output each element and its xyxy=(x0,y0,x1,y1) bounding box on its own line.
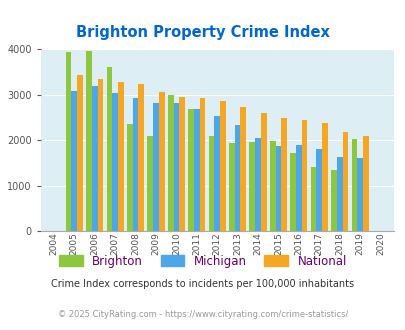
Bar xyxy=(158,92,164,231)
Bar xyxy=(132,98,138,231)
Bar xyxy=(240,107,245,231)
Text: Brighton Property Crime Index: Brighton Property Crime Index xyxy=(76,25,329,40)
Bar xyxy=(255,138,260,231)
Bar xyxy=(97,79,103,231)
Bar xyxy=(188,109,194,231)
Bar xyxy=(167,95,173,231)
Bar xyxy=(138,84,144,231)
Bar xyxy=(342,132,347,231)
Bar xyxy=(351,139,356,231)
Bar xyxy=(336,156,342,231)
Bar xyxy=(234,125,240,231)
Bar xyxy=(118,82,124,231)
Bar xyxy=(179,97,185,231)
Bar xyxy=(173,103,179,231)
Bar xyxy=(194,109,199,231)
Bar xyxy=(321,122,327,231)
Bar xyxy=(281,118,286,231)
Bar xyxy=(260,114,266,231)
Bar xyxy=(153,103,158,231)
Bar xyxy=(295,145,301,231)
Bar xyxy=(214,116,220,231)
Text: Crime Index corresponds to incidents per 100,000 inhabitants: Crime Index corresponds to incidents per… xyxy=(51,279,354,289)
Bar xyxy=(66,52,71,231)
Bar xyxy=(310,167,315,231)
Bar xyxy=(301,120,307,231)
Bar xyxy=(275,146,281,231)
Bar xyxy=(71,91,77,231)
Bar xyxy=(269,141,275,231)
Bar xyxy=(86,51,92,231)
Bar xyxy=(112,93,118,231)
Bar xyxy=(249,142,255,231)
Bar xyxy=(362,136,368,231)
Bar xyxy=(77,75,83,231)
Bar xyxy=(330,170,336,231)
Bar xyxy=(290,153,295,231)
Bar xyxy=(220,101,225,231)
Bar xyxy=(315,149,321,231)
Bar xyxy=(228,143,234,231)
Bar xyxy=(106,67,112,231)
Bar xyxy=(356,158,362,231)
Bar xyxy=(147,136,153,231)
Bar xyxy=(92,86,97,231)
Text: © 2025 CityRating.com - https://www.cityrating.com/crime-statistics/: © 2025 CityRating.com - https://www.city… xyxy=(58,310,347,319)
Bar xyxy=(199,98,205,231)
Legend: Brighton, Michigan, National: Brighton, Michigan, National xyxy=(54,250,351,273)
Bar xyxy=(127,124,132,231)
Bar xyxy=(208,136,214,231)
